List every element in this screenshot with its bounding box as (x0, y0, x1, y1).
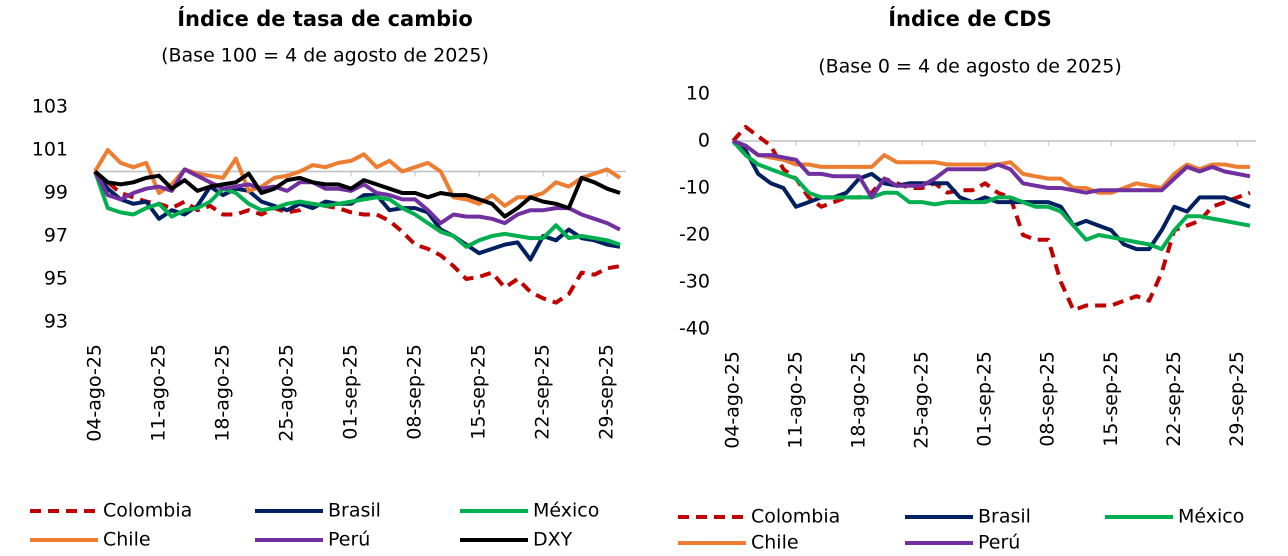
x-tick-label: 08-sep-25 (1037, 351, 1059, 447)
y-tick-label: -40 (679, 318, 710, 340)
x-tick-label: 11-ago-25 (148, 344, 170, 442)
series-line (93, 169, 621, 219)
series-line (93, 169, 621, 305)
legend-label: Chile (103, 529, 151, 551)
chart-title: Índice de CDS (888, 6, 1052, 31)
x-tick-label: 18-ago-25 (848, 351, 870, 449)
y-tick-label: 0 (698, 130, 710, 152)
series-line (732, 139, 1251, 200)
y-tick-label: -10 (679, 177, 710, 199)
chart-title: Índice de tasa de cambio (177, 6, 473, 31)
y-tick-label: 95 (44, 268, 68, 290)
x-tick-label: 29-sep-25 (596, 344, 618, 440)
x-tick-label: 04-ago-25 (84, 344, 106, 442)
y-tick-label: 97 (44, 225, 68, 247)
legend-label: Perú (328, 529, 370, 551)
x-tick-label: 25-ago-25 (911, 351, 933, 449)
x-tick-label: 08-sep-25 (404, 344, 426, 440)
series-line (731, 139, 1251, 252)
y-tick-label: -20 (679, 224, 710, 246)
legend-label: Colombia (751, 506, 840, 528)
x-tick-label: 15-sep-25 (1100, 351, 1122, 447)
legend-label: México (1178, 506, 1244, 528)
x-tick-label: 18-ago-25 (212, 344, 234, 442)
legend-label: Perú (978, 532, 1020, 554)
x-tick-label: 11-ago-25 (785, 351, 807, 449)
x-tick-label: 01-sep-25 (340, 344, 362, 440)
legend-label: Brasil (978, 506, 1031, 528)
legend-label: Brasil (328, 500, 381, 522)
x-tick-label: 15-sep-25 (468, 344, 490, 440)
y-tick-label: 103 (32, 96, 68, 118)
x-tick-label: 04-ago-25 (722, 351, 744, 449)
series-line (93, 167, 621, 232)
x-tick-label: 22-sep-25 (532, 344, 554, 440)
y-tick-label: -30 (679, 271, 710, 293)
x-tick-label: 22-sep-25 (1163, 351, 1185, 447)
x-tick-label: 25-ago-25 (276, 344, 298, 442)
legend-label: Chile (751, 532, 799, 554)
legend-label: México (533, 500, 599, 522)
chart-subtitle: (Base 0 = 4 de agosto de 2025) (818, 56, 1122, 78)
chart-subtitle: (Base 100 = 4 de agosto de 2025) (161, 45, 489, 67)
x-tick-label: 29-sep-25 (1226, 351, 1248, 447)
y-tick-label: 93 (44, 311, 68, 333)
series-line (93, 170, 621, 249)
legend-label: Colombia (103, 500, 192, 522)
y-tick-label: 10 (686, 83, 710, 105)
x-tick-label: 01-sep-25 (974, 351, 996, 447)
legend-label: DXY (533, 529, 573, 551)
series-line (731, 124, 1251, 313)
y-tick-label: 101 (32, 139, 68, 161)
y-tick-label: 99 (44, 182, 68, 204)
